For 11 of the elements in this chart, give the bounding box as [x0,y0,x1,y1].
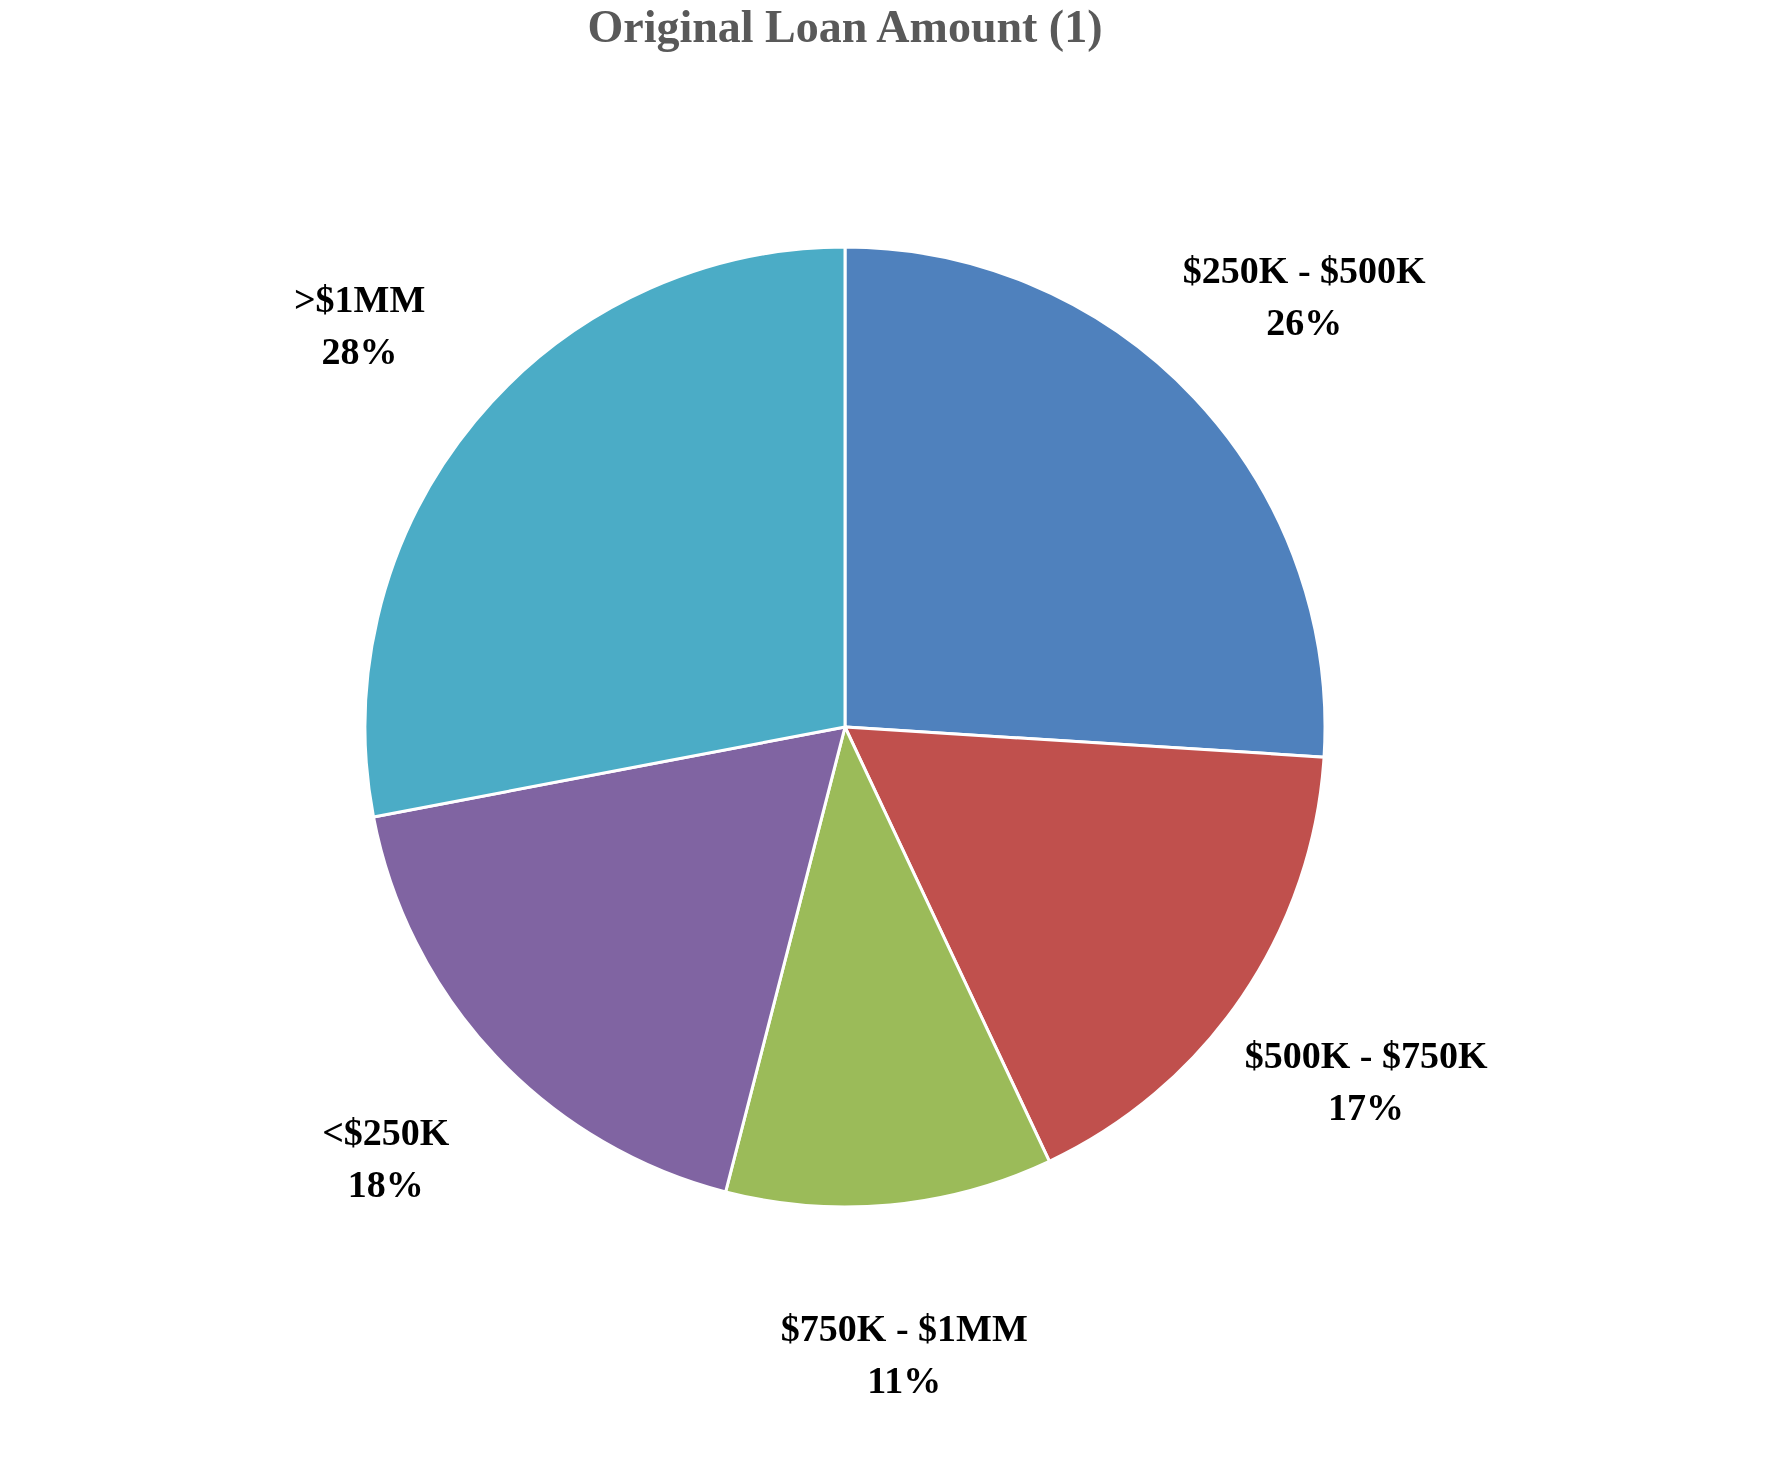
slice-label: <$250K [322,1111,450,1154]
slice-label: $750K - $1MM [780,1307,1028,1350]
data-label: 26% [1266,300,1343,343]
chart-title: Original Loan Amount (1) [587,1,1103,52]
slice-label: $500K - $750K [1244,1034,1488,1077]
data-label: 11% [867,1359,942,1402]
slice-label: $250K - $500K [1182,248,1427,291]
slice-label: >$1MM [293,278,426,321]
data-label: 28% [321,330,398,373]
data-label: 17% [1328,1086,1405,1129]
data-label: 18% [347,1163,424,1206]
